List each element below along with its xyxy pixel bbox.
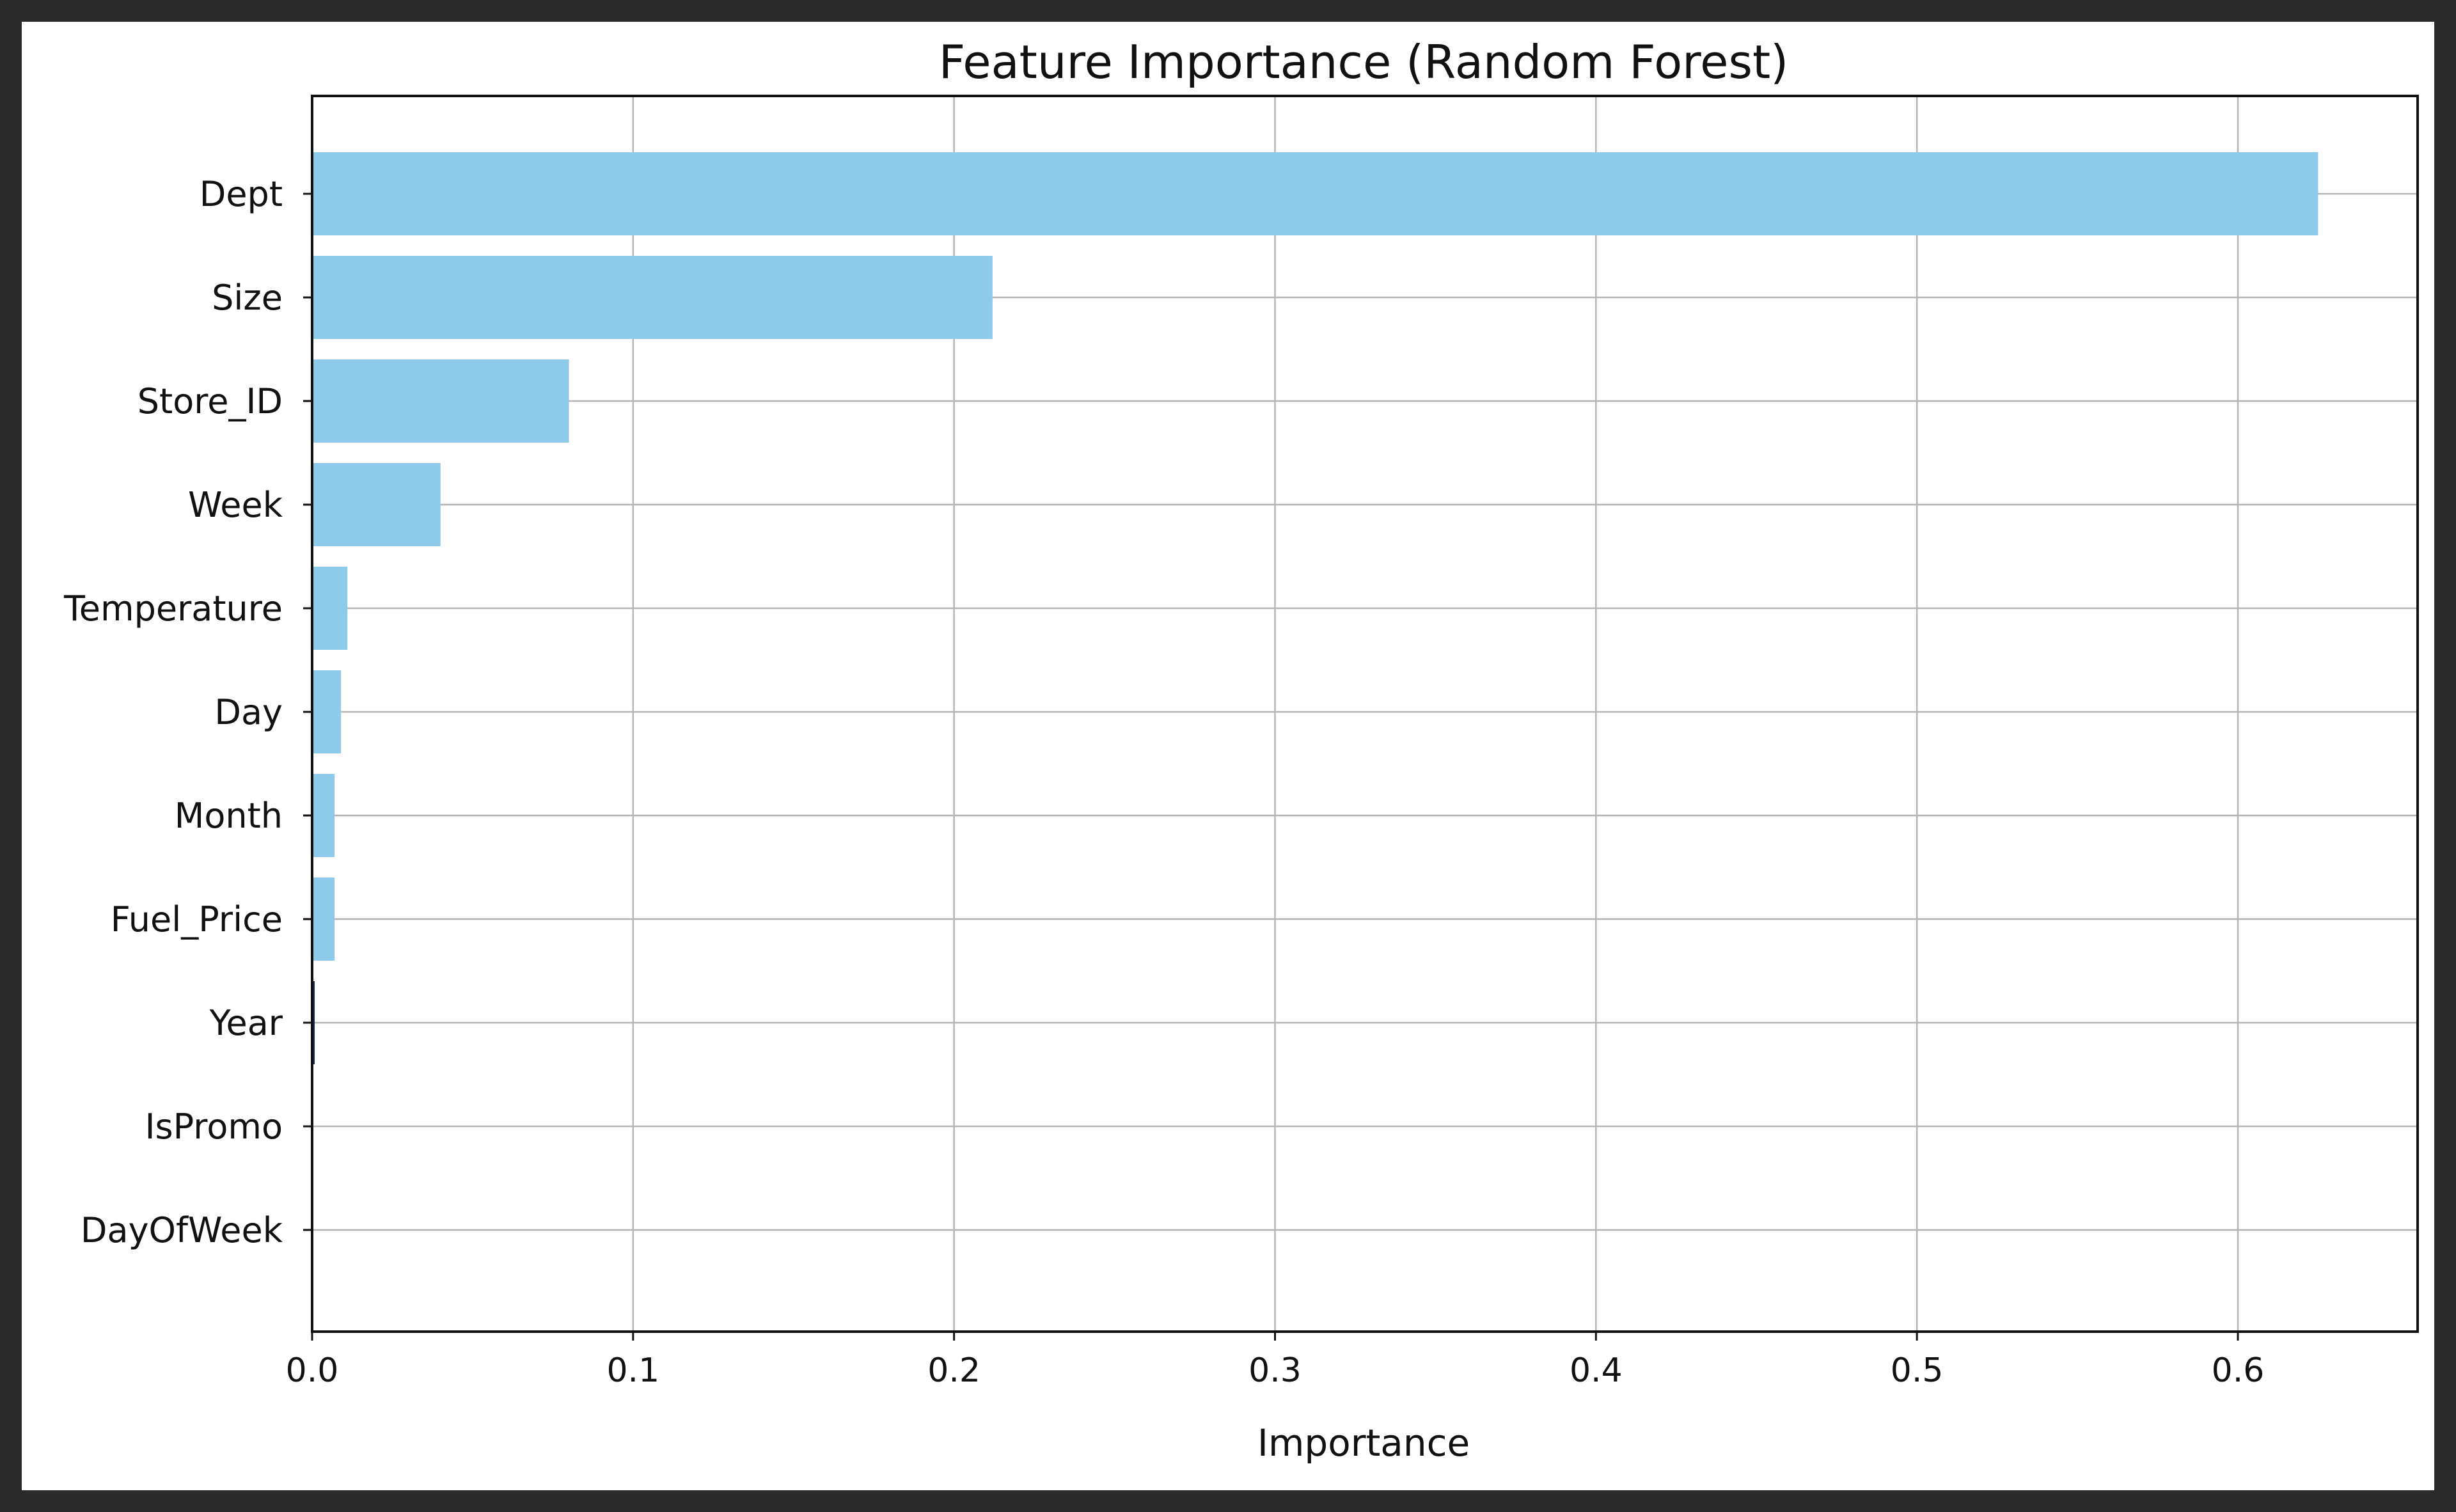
x-tick-label: 0.4 xyxy=(1570,1351,1623,1390)
chart-frame: Feature Importance (Random Forest) 0.0 0.… xyxy=(22,22,2434,1490)
x-tick-label: 0.0 xyxy=(286,1351,339,1390)
plot-frame xyxy=(311,95,2419,1333)
bar-size xyxy=(312,256,993,339)
x-tick-label: 0.6 xyxy=(2212,1351,2265,1390)
x-tick-label: 0.5 xyxy=(1891,1351,1944,1390)
y-tick-label: Day xyxy=(214,692,283,732)
bar-dept xyxy=(312,152,2318,235)
chart-title: Feature Importance (Random Forest) xyxy=(939,35,1789,89)
x-tick-label: 0.2 xyxy=(927,1351,980,1390)
y-tick-label: IsPromo xyxy=(145,1106,283,1147)
y-tick-label: Month xyxy=(175,796,283,836)
axes xyxy=(303,95,2419,1341)
bar-day xyxy=(312,670,342,753)
y-tick-label: DayOfWeek xyxy=(81,1210,283,1250)
y-tick-label: Week xyxy=(188,485,283,525)
bar-fuel-price xyxy=(312,878,335,961)
bar-month xyxy=(312,774,335,857)
grid-lines xyxy=(311,96,2418,1332)
y-tick-label: Year xyxy=(209,1003,283,1043)
tick-labels: 0.0 0.1 0.2 0.3 0.4 0.5 0.6 Dept Size Store_ID Wee… xyxy=(63,174,2264,1390)
y-tick-label: Temperature xyxy=(63,588,283,629)
x-tick-label: 0.3 xyxy=(1248,1351,1302,1390)
x-tick-label: 0.1 xyxy=(606,1351,659,1390)
y-tick-label: Store_ID xyxy=(138,381,283,421)
bar-store-id xyxy=(312,359,569,443)
bar-temperature xyxy=(312,567,348,650)
bar-week xyxy=(312,463,441,546)
x-axis-label: Importance xyxy=(1257,1421,1470,1465)
y-tick-label: Fuel_Price xyxy=(111,899,283,940)
y-tick-label: Dept xyxy=(200,174,283,214)
feature-importance-chart: Feature Importance (Random Forest) 0.0 0.… xyxy=(63,35,2419,1465)
bars xyxy=(312,152,2318,1064)
y-tick-label: Size xyxy=(212,278,283,318)
